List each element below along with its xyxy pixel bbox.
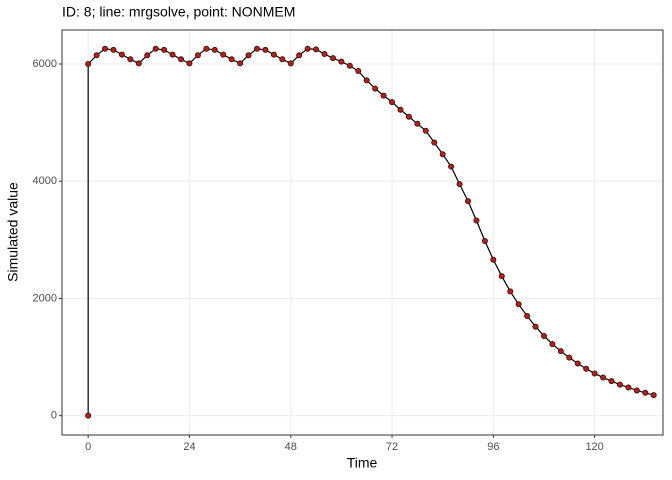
data-point (507, 288, 514, 295)
data-point (515, 301, 522, 308)
data-point (135, 60, 142, 67)
x-tick-label: 0 (85, 441, 91, 453)
data-point (287, 60, 294, 67)
y-tick-label: 2000 (33, 292, 57, 304)
data-point (532, 323, 539, 330)
data-point (600, 374, 607, 381)
x-tick-label: 48 (285, 441, 297, 453)
data-point (127, 56, 134, 63)
data-point (372, 85, 379, 92)
data-point (270, 51, 277, 58)
x-tick-label: 24 (183, 441, 195, 453)
data-point (431, 139, 438, 146)
data-point (102, 45, 109, 52)
data-point (397, 106, 404, 113)
data-point (439, 151, 446, 158)
y-tick-label: 4000 (33, 175, 57, 187)
data-point (152, 45, 159, 52)
data-point (93, 52, 100, 59)
data-point (583, 365, 590, 372)
data-point (178, 56, 185, 63)
data-point (186, 60, 193, 67)
data-point (110, 46, 117, 53)
data-point (591, 370, 598, 377)
data-point (220, 51, 227, 58)
data-point (473, 217, 480, 224)
data-point (194, 52, 201, 59)
data-point (625, 384, 632, 391)
data-point (414, 120, 421, 127)
data-point (144, 52, 151, 59)
data-point (389, 99, 396, 106)
data-point (245, 52, 252, 59)
data-point (279, 56, 286, 63)
data-point (253, 45, 260, 52)
y-tick-label: 0 (51, 410, 57, 422)
data-point (262, 46, 269, 53)
data-point (490, 256, 497, 263)
data-point (304, 45, 311, 52)
data-point (524, 313, 531, 320)
data-point (481, 237, 488, 244)
data-point (346, 62, 353, 69)
data-point (405, 113, 412, 120)
data-point (540, 332, 547, 339)
data-point (642, 389, 649, 396)
chart-title: ID: 8; line: mrgsolve, point: NONMEM (62, 4, 295, 20)
data-point (338, 58, 345, 65)
data-point (321, 51, 328, 58)
data-point (616, 381, 623, 388)
x-tick-label: 72 (386, 441, 398, 453)
data-point (422, 127, 429, 134)
data-point (203, 45, 210, 52)
y-axis-title: Simulated value (5, 182, 21, 282)
x-tick-label: 120 (585, 441, 603, 453)
x-axis-title: Time (347, 455, 378, 471)
plot-border (61, 29, 664, 436)
data-point (85, 412, 92, 419)
data-point (363, 77, 370, 84)
data-point (498, 273, 505, 280)
data-point (566, 354, 573, 361)
data-point (549, 341, 556, 348)
data-point (237, 60, 244, 67)
data-point (211, 46, 218, 53)
data-point (633, 387, 640, 394)
data-point (313, 46, 320, 53)
data-point (380, 92, 387, 99)
data-point (650, 392, 657, 399)
data-point (296, 52, 303, 59)
data-point (329, 55, 336, 62)
data-point (228, 56, 235, 63)
data-point (169, 51, 176, 58)
data-point (448, 163, 455, 170)
data-point (118, 51, 125, 58)
data-point (456, 181, 463, 188)
data-point (608, 378, 615, 385)
x-tick-label: 96 (487, 441, 499, 453)
y-tick-label: 6000 (33, 58, 57, 70)
data-point (465, 198, 472, 205)
data-point (574, 360, 581, 367)
data-point (557, 348, 564, 355)
data-point (85, 60, 92, 67)
data-point (161, 46, 168, 53)
data-point (355, 68, 362, 75)
